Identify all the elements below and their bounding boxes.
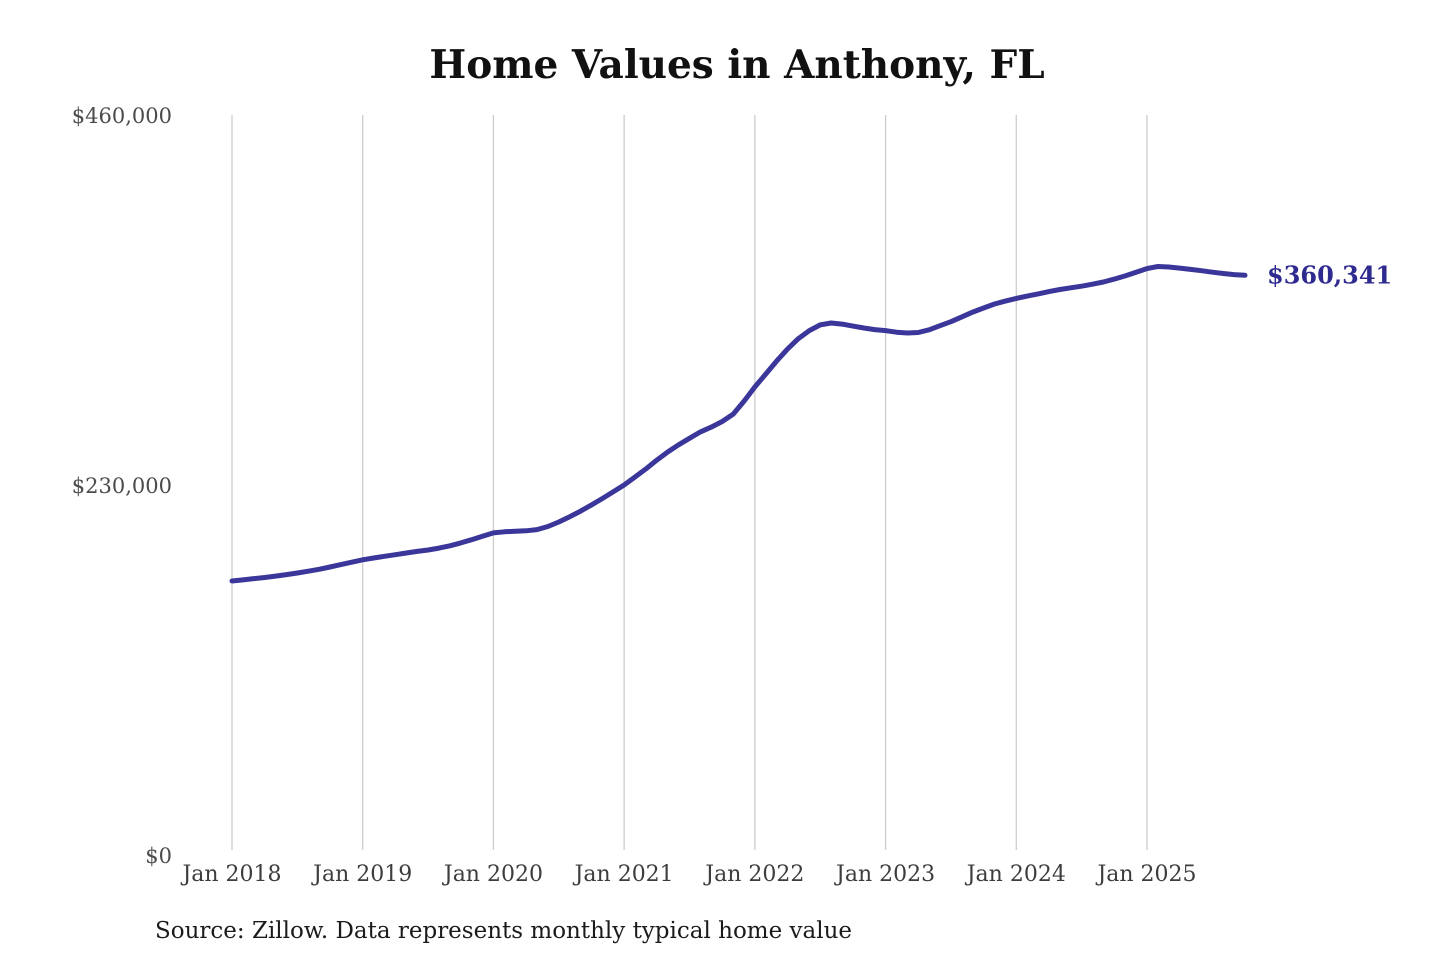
x-axis-tick-label: Jan 2019 bbox=[311, 862, 412, 887]
x-axis-tick-label: Jan 2023 bbox=[834, 862, 935, 887]
y-axis-tick-label-middle: $230,000 bbox=[72, 474, 172, 498]
x-axis-labels: Jan 2018 Jan 2019 Jan 2020 Jan 2021 Jan 2022… bbox=[180, 862, 1196, 887]
home-value-line bbox=[229, 264, 1248, 584]
last-value-label: $360,341 bbox=[1267, 260, 1392, 289]
x-axis-tick-label: Jan 2025 bbox=[1095, 862, 1196, 887]
x-axis-tick-label: Jan 2024 bbox=[965, 862, 1066, 887]
x-axis-tick-label: Jan 2021 bbox=[573, 862, 674, 887]
y-axis-tick-label-top: $460,000 bbox=[72, 104, 172, 128]
x-axis-tick-label: Jan 2022 bbox=[703, 862, 804, 887]
x-axis-tick-label: Jan 2018 bbox=[180, 862, 281, 887]
x-axis-tick-label: Jan 2020 bbox=[442, 862, 543, 887]
source-note: Source: Zillow. Data represents monthly … bbox=[155, 918, 852, 944]
chart-title: Home Values in Anthony, FL bbox=[429, 42, 1044, 88]
vertical-gridlines bbox=[231, 115, 1148, 850]
y-axis-tick-label-zero: $0 bbox=[145, 844, 172, 868]
